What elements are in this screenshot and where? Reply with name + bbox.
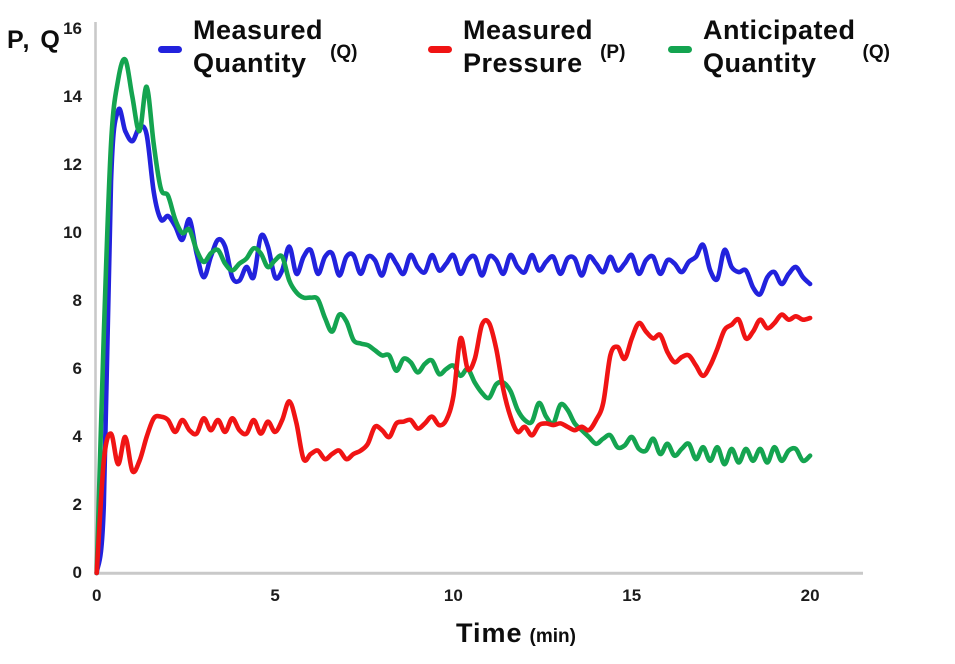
legend-label-line2: Pressure: [463, 48, 583, 78]
legend-dash-icon: [158, 46, 182, 53]
x-tick-label: 20: [800, 586, 820, 605]
y-tick-label: 12: [63, 155, 82, 174]
legend-label-line1: Measured: [193, 15, 324, 45]
legend-dash-icon: [668, 46, 692, 53]
legend-item-anticipated-quantity: Anticipated Quantity (Q): [668, 14, 890, 80]
x-tick-label: 0: [91, 586, 102, 605]
y-tick-label: 14: [63, 87, 82, 106]
legend-label: Measured Pressure: [463, 14, 593, 80]
legend-label-line1: Anticipated: [703, 15, 856, 45]
legend-label: Anticipated Quantity: [703, 14, 856, 80]
x-tick-label: 15: [622, 586, 642, 605]
y-tick-label: 0: [72, 563, 82, 582]
y-tick-label: 6: [72, 359, 82, 378]
y-tick-label: 4: [72, 427, 82, 446]
legend-unit: (Q): [330, 42, 358, 63]
legend-dash-icon: [428, 46, 452, 53]
y-tick-label: 8: [72, 291, 82, 310]
anticipated-quantity-q-line: [94, 56, 813, 576]
y-tick-label: 10: [63, 223, 82, 242]
legend-label-line2: Quantity: [703, 48, 817, 78]
legend-label: Measured Quantity: [193, 14, 323, 80]
legend-item-measured-quantity: Measured Quantity (Q): [158, 14, 358, 80]
measured-quantity-q-line: [94, 106, 813, 576]
y-axis-title: P, Q: [7, 26, 62, 54]
measured-pressure-p-line: [94, 312, 813, 576]
x-axis-title: Time (min): [456, 618, 576, 649]
x-axis-unit-text: (min): [529, 626, 576, 647]
legend-label-line1: Measured: [463, 15, 594, 45]
legend-label-line2: Quantity: [193, 48, 307, 78]
legend-item-measured-pressure: Measured Pressure (P): [428, 14, 625, 80]
x-axis-title-text: Time: [456, 618, 523, 648]
x-tick-label: 5: [270, 586, 280, 605]
y-tick-label: 2: [72, 495, 82, 514]
x-tick-label: 10: [443, 586, 463, 605]
legend-unit: (P): [600, 42, 626, 63]
legend-unit: (Q): [862, 42, 890, 63]
y-tick-label: 16: [63, 19, 82, 38]
